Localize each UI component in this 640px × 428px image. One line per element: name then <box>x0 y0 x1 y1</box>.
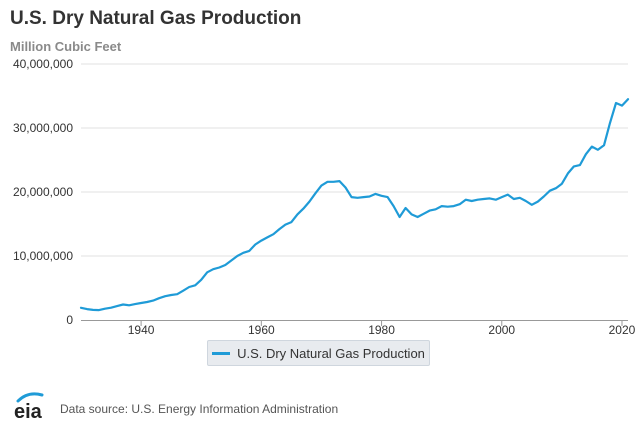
y-tick-label: 0 <box>66 313 73 327</box>
gridlines <box>81 63 628 257</box>
line-chart: 0 10,000,000 20,000,000 30,000,000 40,000,00… <box>13 57 636 337</box>
data-source-note: Data source: U.S. Energy Information Adm… <box>60 402 339 416</box>
x-axis: 1940 1960 1980 2000 2020 <box>81 320 636 337</box>
x-tick-label: 1960 <box>248 323 275 337</box>
y-tick-label: 20,000,000 <box>13 185 73 199</box>
series-line <box>79 98 630 312</box>
y-tick-label: 10,000,000 <box>13 249 73 263</box>
legend-item[interactable]: U.S. Dry Natural Gas Production <box>207 340 430 366</box>
chart-subtitle: Million Cubic Feet <box>10 39 122 54</box>
eia-logo-icon: eia <box>12 389 52 423</box>
x-tick-label: 2000 <box>488 323 515 337</box>
chart-title: U.S. Dry Natural Gas Production <box>10 8 302 29</box>
series-layer <box>79 98 630 312</box>
legend-label: U.S. Dry Natural Gas Production <box>237 345 425 361</box>
legend-swatch <box>212 351 231 355</box>
y-tick-label: 40,000,000 <box>13 57 73 71</box>
y-tick-label: 30,000,000 <box>13 121 73 135</box>
y-axis-tick-labels: 0 10,000,000 20,000,000 30,000,000 40,000,00… <box>13 57 73 327</box>
eia-logo-text: eia <box>14 401 43 423</box>
x-tick-label: 2020 <box>609 323 636 337</box>
x-tick-label: 1980 <box>368 323 395 337</box>
x-tick-label: 1940 <box>128 323 155 337</box>
